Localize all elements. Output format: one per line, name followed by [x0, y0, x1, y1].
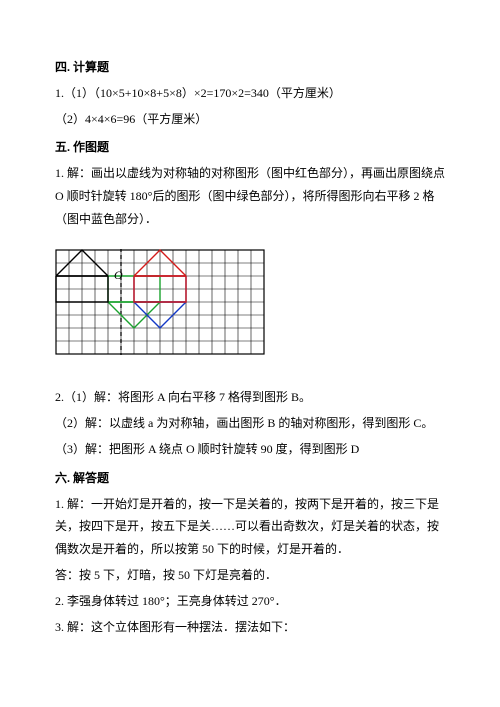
section-6-heading: 六. 解答题	[55, 467, 445, 490]
s6-item1: 1. 解：一开始灯是开着的，按一下是关着的，按两下是开着的，按三下是关，按四下是…	[55, 493, 445, 561]
grid-svg: O	[55, 249, 265, 355]
s5-item2-3: （3）解：把图形 A 绕点 O 顺时针旋转 90 度，得到图形 D	[55, 438, 445, 461]
grid-diagram: O	[55, 249, 445, 363]
s5-item2-2: （2）解：以虚线 a 为对称轴，画出图形 B 的轴对称图形，得到图形 C。	[55, 412, 445, 435]
s4-item1-1: 1.（1）（10×5+10×8+5×8）×2=170×2=340（平方厘米）	[55, 82, 445, 105]
s4-item1-2: （2）4×4×6=96（平方厘米）	[55, 108, 445, 131]
s6-item3: 3. 解：这个立体图形有一种摆法．摆法如下：	[55, 616, 445, 639]
section-4-heading: 四. 计算题	[55, 56, 445, 79]
s5-item2-1: 2.（1）解：将图形 A 向右平移 7 格得到图形 B。	[55, 386, 445, 409]
s6-answer: 答：按 5 下，灯暗，按 50 下灯是亮着的．	[55, 564, 445, 587]
s6-item2: 2. 李强身体转过 180°；王亮身体转过 270°．	[55, 590, 445, 613]
svg-text:O: O	[114, 268, 123, 282]
section-5-heading: 五. 作图题	[55, 136, 445, 159]
s5-item1: 1. 解：画出以虚线为对称轴的对称图形（图中红色部分），再画出原图绕点 O 顺时…	[55, 162, 445, 230]
